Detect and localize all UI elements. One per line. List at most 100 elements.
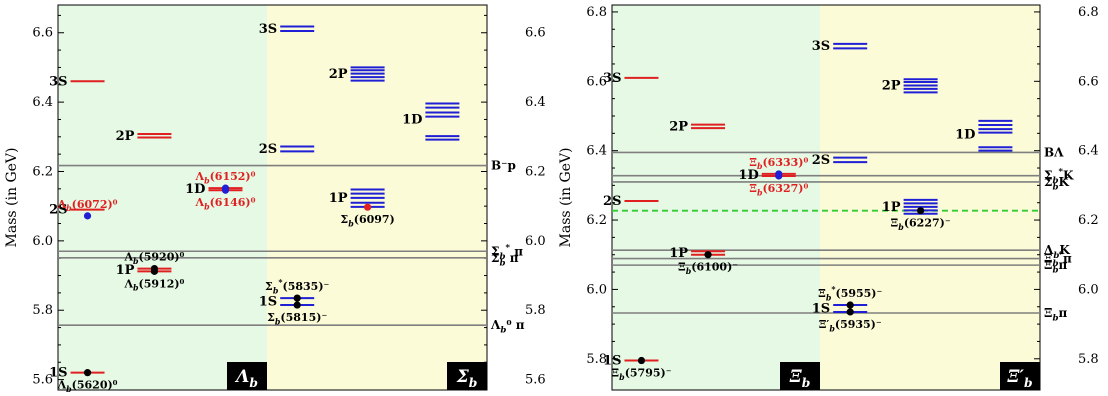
chart-panel-1: 5.8 5.8 6.0 6.0 6.2 6.2 6.4 6.4 6.6 6.6 6.8 6.8 Mass… xyxy=(558,4,1099,391)
y-tick-label-right: 6.8 xyxy=(1078,5,1099,20)
y-tick-label-right: 6.6 xyxy=(525,26,546,41)
baryon-label: Σb xyxy=(456,367,478,390)
experimental-label: Λb(6072)⁰ xyxy=(57,198,118,213)
experimental-label: Λb(5620)⁰ xyxy=(57,379,118,394)
chart-panel-0: 5.6 5.6 5.8 5.8 6.0 6.0 6.2 6.2 6.4 6.4 6.6 6.6 Mass… xyxy=(4,4,546,394)
plot-frame xyxy=(611,4,1041,391)
y-tick-label-right: 6.4 xyxy=(1078,144,1099,159)
y-tick-label: 6.4 xyxy=(32,95,53,110)
level-label: 1D xyxy=(185,182,205,197)
experimental-point xyxy=(846,308,854,316)
level-label: 2P xyxy=(669,119,688,134)
y-tick-label-right: 6.0 xyxy=(525,234,546,249)
threshold-label: Σb* π xyxy=(491,243,523,262)
column-background xyxy=(820,5,1040,390)
y-tick-label-right: 5.8 xyxy=(1078,352,1099,367)
experimental-point xyxy=(293,294,301,302)
experimental-label: Ξb(6327)⁰ xyxy=(749,182,808,197)
y-tick-label-right: 5.6 xyxy=(525,373,546,388)
baryon-label-box xyxy=(227,362,267,390)
experimental-point xyxy=(364,203,372,211)
level-label: 2S xyxy=(603,194,621,209)
y-tick-label: 6.2 xyxy=(32,164,53,179)
y-tick-label: 6.2 xyxy=(586,213,607,228)
y-tick-label-right: 6.2 xyxy=(525,164,546,179)
level-label: 1D xyxy=(402,112,422,127)
experimental-label: Ξb(5795)⁻ xyxy=(611,367,671,382)
y-tick-label-right: 6.4 xyxy=(525,95,546,110)
column-background xyxy=(612,5,820,390)
experimental-label: Ξ′b(5935)⁻ xyxy=(819,318,882,333)
level-label: 2S xyxy=(812,153,830,168)
threshold-label: B⁻p xyxy=(491,159,516,173)
level-label: 1S xyxy=(259,295,277,310)
experimental-point xyxy=(150,265,159,273)
experimental-label: Λb(6146)⁰ xyxy=(195,196,256,211)
experimental-label: Ξb(6100)⁻ xyxy=(678,261,738,276)
level-label: 1S xyxy=(49,366,67,381)
y-tick-label-right: 5.8 xyxy=(525,303,546,318)
plot-frame xyxy=(57,4,488,391)
experimental-label: Λb(6152)⁰ xyxy=(195,170,256,185)
experimental-label: Σb(5815)⁻ xyxy=(267,311,327,326)
experimental-point xyxy=(293,301,301,309)
threshold-label: ΛbK xyxy=(1043,243,1070,261)
experimental-label: Ξb(6333)⁰ xyxy=(749,156,808,171)
experimental-point xyxy=(917,207,925,215)
level-label: 1P xyxy=(116,263,135,278)
y-axis-title: Mass (in GeV) xyxy=(558,148,574,248)
threshold-label: Λb⁰ π xyxy=(490,318,525,336)
y-tick-label: 6.0 xyxy=(32,234,53,249)
baryon-label: Ξb xyxy=(789,367,811,390)
threshold-label: Σb*K xyxy=(1044,167,1074,186)
experimental-label: Σb*(5835)⁻ xyxy=(265,278,329,295)
y-tick-label-right: 6.2 xyxy=(1078,213,1099,228)
experimental-label: Λb(5920)⁰ xyxy=(123,251,184,266)
y-tick-label-right: 6.6 xyxy=(1078,74,1099,89)
threshold-label: BΛ xyxy=(1044,145,1064,159)
y-tick-label: 6.6 xyxy=(586,74,607,89)
level-label: 1P xyxy=(329,191,348,206)
y-axis-title: Mass (in GeV) xyxy=(4,148,20,248)
experimental-label: Ξb(6227)⁻ xyxy=(891,217,951,232)
threshold-label: Ξbπ xyxy=(1044,258,1067,276)
y-tick-label: 5.6 xyxy=(32,373,53,388)
y-tick-label: 5.8 xyxy=(32,303,53,318)
threshold-label: ΣbK xyxy=(1044,175,1070,193)
level-label: 1P xyxy=(882,200,901,215)
baryon-label-box xyxy=(1000,362,1040,390)
y-tick-label: 6.8 xyxy=(586,5,607,20)
experimental-label: Λb(5912)⁰ xyxy=(123,277,184,292)
level-label: 1S xyxy=(812,301,830,316)
y-tick-label: 6.4 xyxy=(586,144,607,159)
y-tick-label: 6.0 xyxy=(586,282,607,297)
experimental-label: Ξb*(5955)⁻ xyxy=(818,285,882,302)
experimental-label: Σb(6097) xyxy=(340,213,394,228)
level-label: 3S xyxy=(49,74,67,89)
experimental-point xyxy=(637,356,646,365)
level-label: 1D xyxy=(738,168,758,183)
experimental-point xyxy=(83,212,92,220)
level-label: 2S xyxy=(49,203,67,218)
level-label: 2S xyxy=(259,142,277,157)
experimental-point xyxy=(83,369,92,377)
threshold-label: Ξb*π xyxy=(1044,250,1072,269)
experimental-point xyxy=(775,170,783,178)
experimental-point xyxy=(221,184,230,192)
level-label: 1P xyxy=(669,246,688,261)
baryon-label-box xyxy=(447,362,487,390)
level-label: 2P xyxy=(329,67,348,82)
y-tick-label: 5.8 xyxy=(586,352,607,367)
threshold-label: Ξbπ xyxy=(1044,306,1067,324)
level-label: 3S xyxy=(259,22,277,37)
baryon-label: Λb xyxy=(234,367,258,390)
level-label: 3S xyxy=(603,71,621,86)
experimental-point xyxy=(846,301,854,309)
level-label: 3S xyxy=(812,39,830,54)
level-label: 1S xyxy=(603,354,621,369)
y-tick-label-right: 6.0 xyxy=(1078,282,1099,297)
experimental-point xyxy=(704,251,712,259)
level-label: 1D xyxy=(955,127,975,142)
level-label: 2P xyxy=(116,129,135,144)
